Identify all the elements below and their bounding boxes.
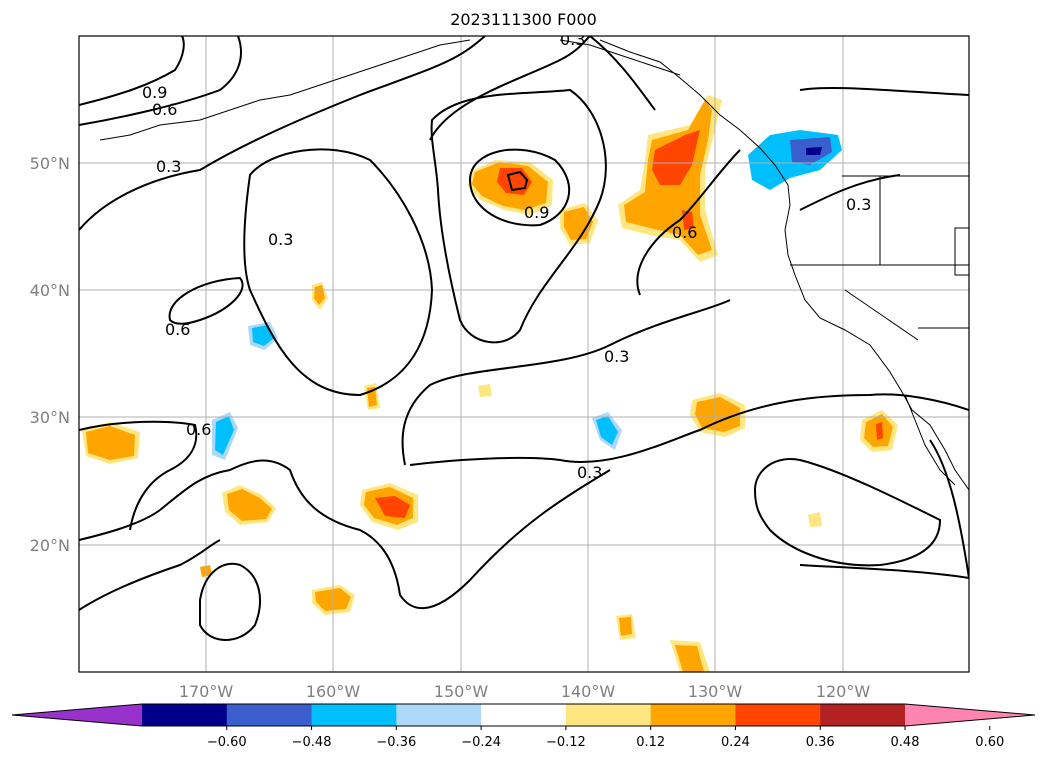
north-america-coast (599, 39, 969, 491)
fill-patch-k-core (619, 617, 632, 636)
contour-east-south (799, 439, 969, 579)
colorbar-segment (565, 704, 652, 726)
contour-sw-0.6 (79, 420, 198, 531)
fill-patch-l-core (675, 645, 704, 672)
map-area: 0.9 0.6 0.3 0.3 0.9 0.6 0.3 0.3 0.6 0.6 … (79, 30, 969, 672)
contour-label: 0.3 (268, 230, 293, 249)
contour-0.9-ring (468, 148, 571, 227)
colorbar-segment (396, 704, 482, 726)
contour-label: 0.3 (156, 157, 181, 176)
fill-patch-c-core (695, 397, 740, 432)
fill-patch-g-core (86, 426, 135, 460)
longitude-labels: 170°W 160°W 150°W 140°W 130°W 120°W (179, 682, 871, 701)
colorbar-segment (481, 704, 567, 726)
lon-label-160w: 160°W (306, 682, 361, 701)
colorbar-tick-label: −0.36 (376, 735, 416, 750)
contour-label: 0.3 (846, 195, 871, 214)
fill-patch-neg-b-core (215, 416, 234, 455)
lon-label-170w: 170°W (179, 682, 234, 701)
contour-mid-0.3 (429, 36, 656, 141)
map-frame (78, 35, 970, 673)
colorbar-tick-label: 0.60 (975, 735, 1004, 750)
contour-west-0.6 (168, 276, 244, 325)
baja-coast (904, 394, 956, 486)
lon-label-150w: 150°W (434, 682, 489, 701)
lat-label-50n: 50°N (30, 154, 70, 173)
contour-long-0.3 (401, 299, 969, 466)
colorbar: −0.60 −0.48 −0.36 −0.24 −0.12 0.12 0.24 0.36 0.4… (11, 703, 1036, 750)
colorbar-outline (11, 703, 1036, 727)
contour-0.9-inner (506, 170, 529, 192)
contour-east-0.3 (799, 86, 969, 211)
lon-label-130w: 130°W (688, 682, 743, 701)
contour-north-0.9 (79, 36, 185, 106)
fill-patch-neg-a-core (252, 325, 274, 346)
lat-label-20n: 20°N (30, 536, 70, 555)
latitude-labels: 50°N 40°N 30°N 20°N (30, 154, 70, 555)
contour-labels: 0.9 0.6 0.3 0.3 0.9 0.6 0.3 0.3 0.6 0.6 … (142, 30, 871, 482)
fill-patch-d-strong (876, 422, 883, 440)
contour-center-0.3 (243, 148, 434, 397)
contour-label: 0.3 (604, 347, 629, 366)
fill-patch-vancouver-peak (806, 147, 822, 155)
lat-label-30n: 30°N (30, 408, 70, 427)
colorbar-tick-label: 0.24 (721, 735, 750, 750)
lon-label-140w: 140°W (561, 682, 616, 701)
contour-lines (79, 36, 969, 641)
gridlines (79, 36, 969, 672)
alaska-coast (559, 39, 681, 76)
fill-patch-neg-c-core (596, 416, 618, 445)
contour-south-loop (199, 562, 261, 641)
lat-label-40n: 40°N (30, 281, 70, 300)
fill-patch-n (808, 512, 822, 527)
state-border-3 (844, 289, 919, 341)
fill-patch-coast-strong (652, 130, 700, 185)
map-title: 2023111300 F000 (450, 10, 597, 29)
colorbar-extend-low (12, 704, 142, 726)
colorbar-tick-label: −0.12 (546, 735, 586, 750)
contour-label: 0.6 (152, 100, 177, 119)
contour-label: 0.6 (186, 420, 211, 439)
aleutian-coast (99, 39, 471, 141)
contour-label: 0.3 (560, 30, 585, 49)
colorbar-tick-label: −0.24 (461, 735, 501, 750)
contour-south-0.3 (79, 459, 611, 611)
lon-label-120w: 120°W (816, 682, 871, 701)
fill-patch-b-core (564, 207, 593, 240)
coastlines (99, 39, 969, 491)
colorbar-segment (226, 704, 313, 726)
great-lake-outline (954, 227, 969, 276)
contour-label: 0.6 (165, 320, 190, 339)
colorbar-segment (311, 704, 397, 726)
colorbar-tick-label: 0.36 (806, 735, 835, 750)
colorbar-segment (820, 704, 906, 726)
contour-label: 0.9 (142, 83, 167, 102)
fill-patch-e-strong (375, 496, 410, 518)
colorbar-segment (142, 704, 228, 726)
colorbar-segment (735, 704, 821, 726)
colorbar-segment (650, 704, 736, 726)
contour-north-0.3 (79, 36, 486, 231)
contour-label: 0.6 (672, 223, 697, 242)
contour-north-0.6 (79, 36, 242, 126)
contour-mid-loop (430, 88, 607, 344)
contour-label: 0.3 (577, 463, 602, 482)
fill-patch-f-core (227, 489, 272, 521)
colorbar-tick-label: −0.48 (292, 735, 332, 750)
contour-label: 0.9 (524, 203, 549, 222)
colorbar-tick-label: 0.12 (636, 735, 665, 750)
colorbar-tick-label: −0.60 (207, 735, 247, 750)
fill-patch-o (478, 384, 492, 397)
contour-coast-0.6 (636, 149, 741, 296)
colorbar-tick-label: 0.48 (891, 735, 920, 750)
contour-east-loop (753, 458, 942, 567)
colorbar-extend-high (905, 704, 1035, 726)
